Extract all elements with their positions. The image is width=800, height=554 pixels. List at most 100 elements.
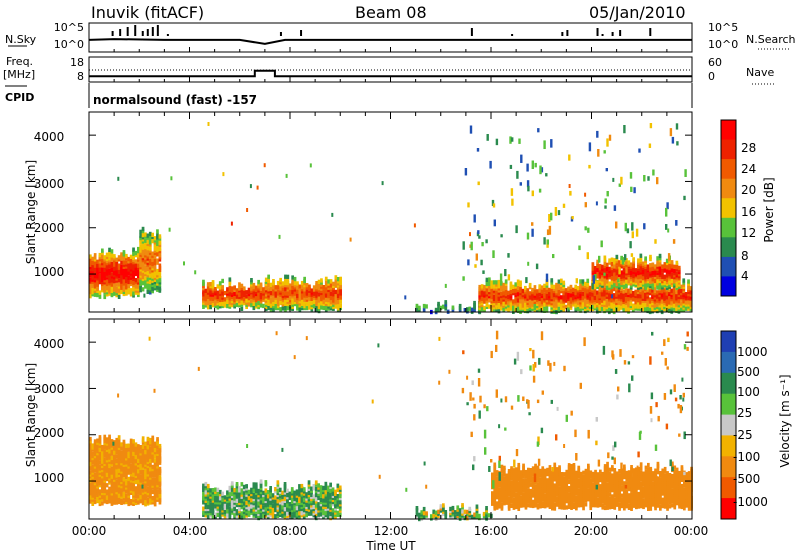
heatmap-cell <box>228 506 232 511</box>
heatmap-cell <box>503 465 506 470</box>
heatmap-cell <box>206 282 210 287</box>
nsky-spike <box>611 32 614 36</box>
heatmap-cell <box>665 299 669 304</box>
heatmap-cell <box>254 285 258 290</box>
heatmap-cell <box>675 260 679 265</box>
heatmap-cell <box>597 149 600 157</box>
heatmap-cell <box>334 279 338 284</box>
heatmap-cell <box>108 268 111 273</box>
heatmap-cell <box>615 254 619 260</box>
heatmap-cell <box>550 288 554 293</box>
heatmap-cell <box>141 482 145 487</box>
heatmap-cell <box>238 492 241 497</box>
heatmap-cell <box>538 284 542 289</box>
heatmap-cell <box>634 268 638 273</box>
heatmap-cell <box>214 512 217 517</box>
heatmap-cell <box>98 252 102 258</box>
heatmap-cell <box>596 272 599 277</box>
heatmap-cell <box>500 291 503 297</box>
heatmap-cell <box>531 466 535 471</box>
heatmap-cell <box>557 210 561 216</box>
heatmap-cell <box>480 259 483 266</box>
heatmap-cell <box>315 306 318 311</box>
heatmap-cell <box>338 512 342 517</box>
heatmap-cell <box>625 279 628 284</box>
heatmap-cell <box>110 482 114 488</box>
heatmap-cell <box>129 444 133 450</box>
freq-unit-label: [MHz] <box>3 68 35 81</box>
heatmap-cell <box>515 225 518 234</box>
heatmap-cell <box>91 290 95 295</box>
heatmap-cell <box>651 288 654 293</box>
heatmap-cell <box>320 278 323 283</box>
heatmap-cell <box>510 499 513 504</box>
heatmap-cell <box>605 273 609 278</box>
heatmap-cell <box>492 294 496 300</box>
heatmap-cell <box>168 227 171 232</box>
heatmap-cell <box>519 474 523 479</box>
heatmap-cell <box>634 278 638 283</box>
heatmap-cell <box>591 304 594 310</box>
heatmap-cell <box>98 464 102 469</box>
heatmap-cell <box>216 284 220 289</box>
heatmap-cell <box>531 499 535 504</box>
heatmap-cell <box>329 503 332 508</box>
heatmap-cell <box>310 509 313 514</box>
heatmap-cell <box>257 279 260 285</box>
heatmap-cell <box>134 284 138 289</box>
heatmap-cell <box>278 234 281 239</box>
heatmap-cell <box>139 229 142 234</box>
heatmap-cell <box>319 497 323 502</box>
heatmap-cell <box>98 435 102 440</box>
heatmap-cell <box>274 285 278 290</box>
heatmap-cell <box>156 233 159 238</box>
heatmap-cell <box>439 504 443 509</box>
heatmap-cell <box>240 511 244 516</box>
heatmap-cell <box>639 294 642 299</box>
heatmap-cell <box>649 277 652 282</box>
heatmap-cell <box>96 438 99 443</box>
heatmap-cell <box>146 436 150 442</box>
heatmap-cell <box>478 284 482 290</box>
heatmap-cell <box>238 486 241 491</box>
heatmap-cell <box>137 278 140 283</box>
heatmap-cell <box>332 281 335 286</box>
heatmap-cell <box>627 276 631 282</box>
heatmap-cell <box>110 288 114 293</box>
heatmap-cell <box>458 512 462 517</box>
heatmap-cell <box>629 301 633 307</box>
heatmap-cell <box>507 274 511 281</box>
nsearch-tick-top: 10^5 <box>708 21 738 34</box>
heatmap-cell <box>548 225 552 235</box>
heatmap-cell <box>486 134 489 141</box>
heatmap-cell <box>497 279 501 285</box>
heatmap-cell <box>629 262 633 267</box>
heatmap-cell <box>432 509 436 514</box>
heatmap-cell <box>336 510 340 515</box>
heatmap-cell <box>105 252 109 257</box>
heatmap-cell <box>274 499 277 504</box>
heatmap-cell <box>627 288 630 293</box>
nsky-spike <box>596 28 599 36</box>
heatmap-cell <box>555 282 558 288</box>
heatmap-cell <box>242 484 246 490</box>
heatmap-cell <box>502 301 506 306</box>
heatmap-cell <box>214 299 217 304</box>
heatmap-cell <box>298 284 302 289</box>
heatmap-cell <box>613 258 616 263</box>
nsky-spike <box>126 27 129 36</box>
heatmap-cell <box>634 298 638 303</box>
heatmap-cell <box>584 226 587 231</box>
heatmap-cell <box>144 238 147 243</box>
heatmap-cell <box>548 465 552 470</box>
heatmap-cell <box>534 463 537 468</box>
heatmap-cell <box>550 212 553 221</box>
heatmap-cell <box>495 470 499 475</box>
heatmap-cell <box>531 476 535 481</box>
heatmap-cell <box>624 222 627 232</box>
heatmap-cell <box>262 505 265 510</box>
heatmap-cell <box>283 496 287 501</box>
heatmap-cell <box>254 499 258 504</box>
heatmap-cell <box>262 499 265 504</box>
heatmap-cell <box>579 283 582 288</box>
